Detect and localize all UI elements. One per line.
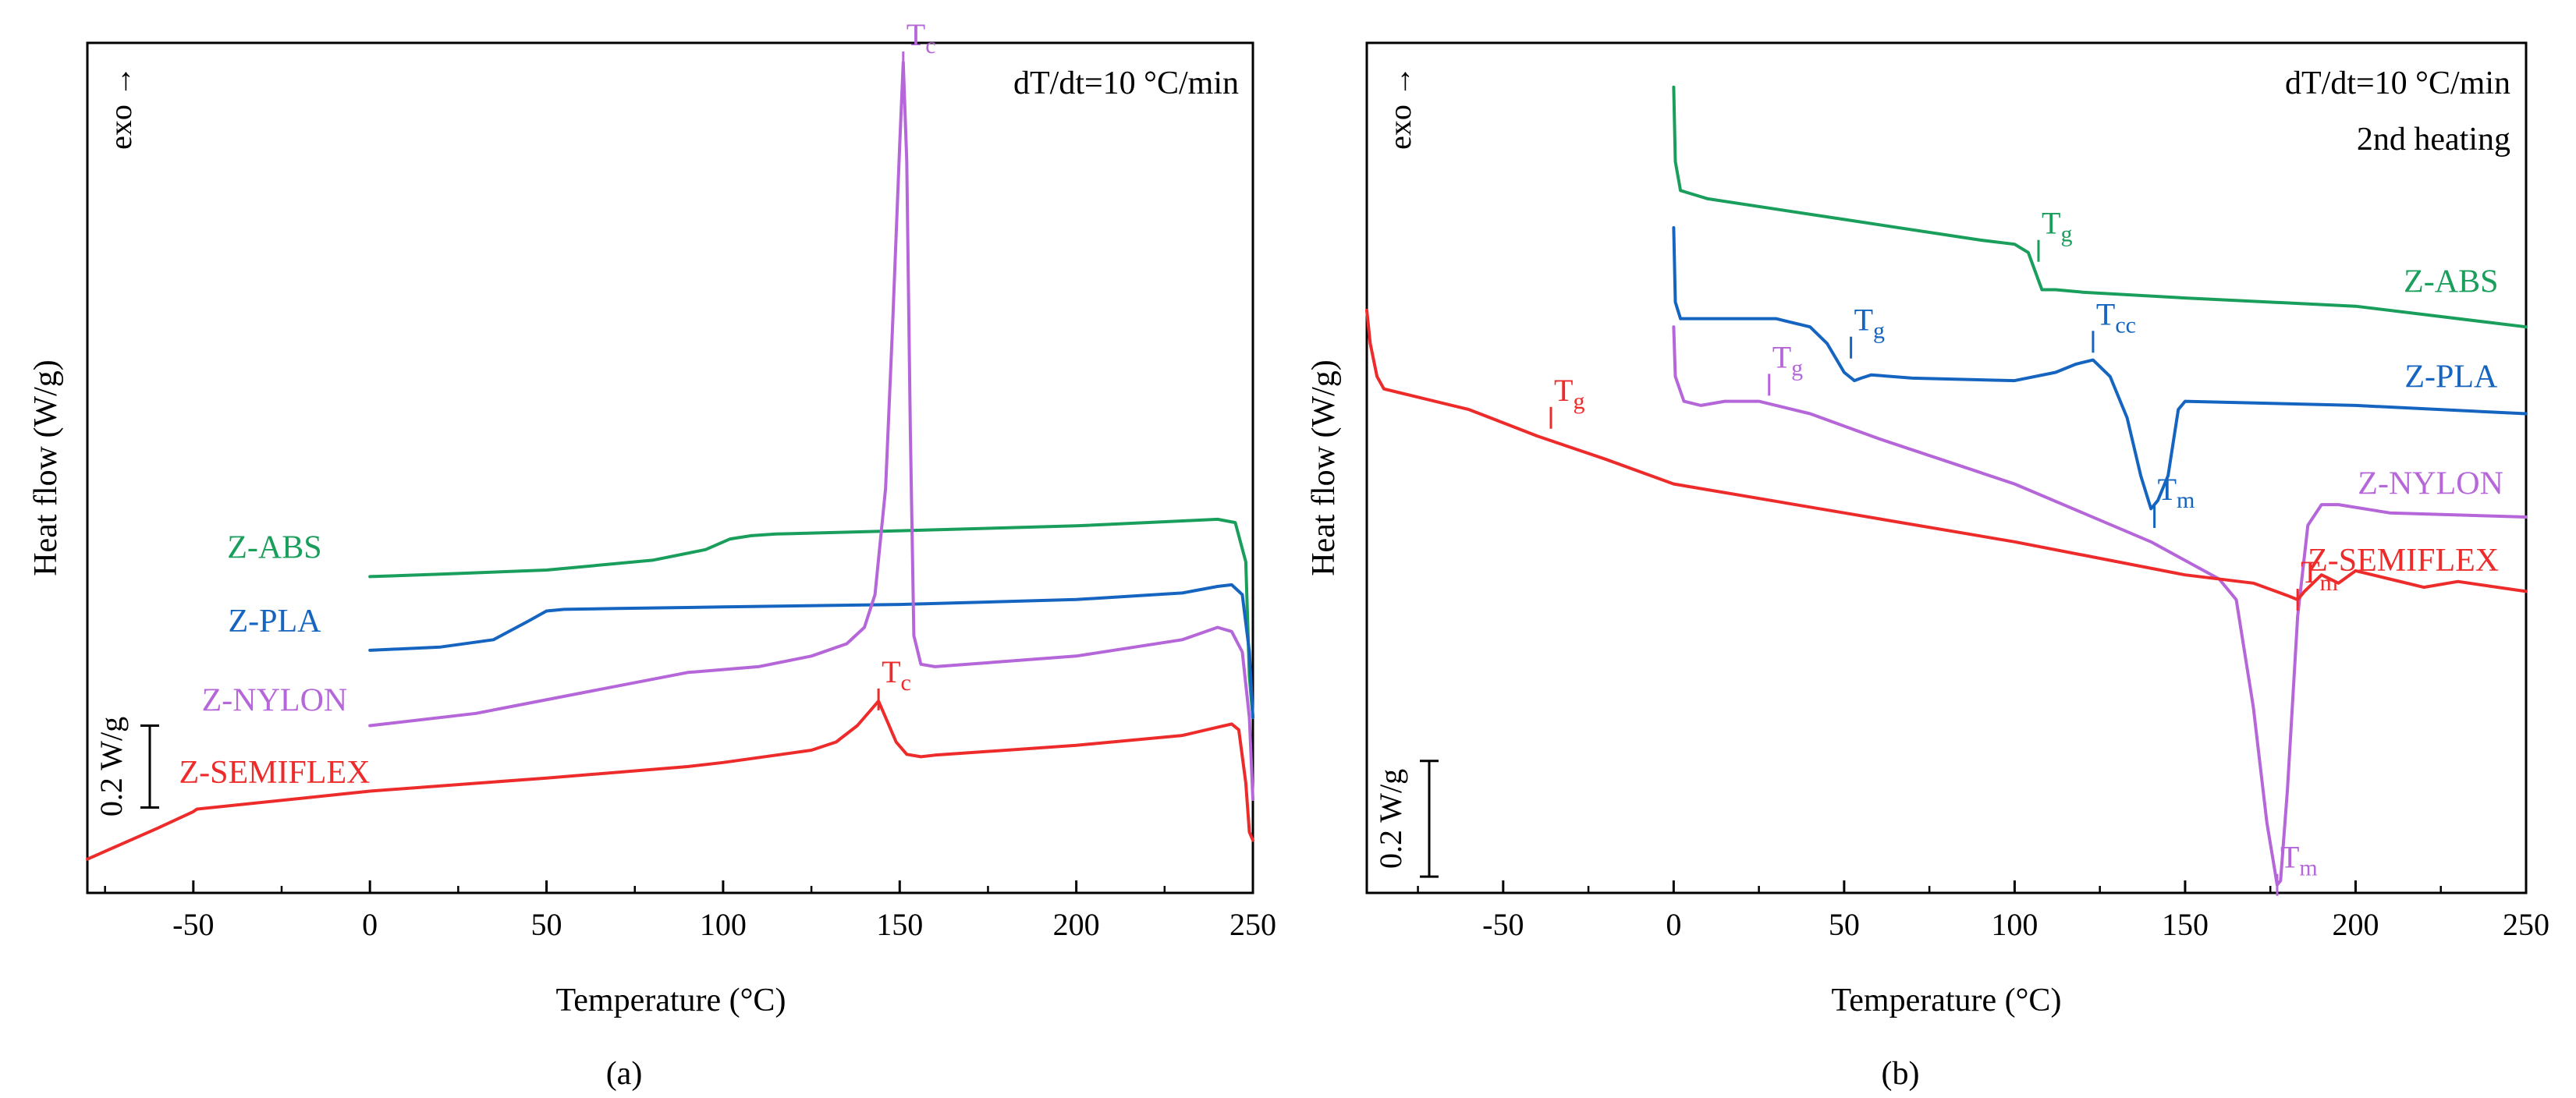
annotation-main: T	[1854, 303, 1873, 338]
series-line-z-nylon	[368, 61, 1254, 801]
annotation-main: T	[907, 17, 925, 52]
panel-b-scale-bar: 0.2 W/g	[1373, 760, 1439, 878]
panel-b-x-ticks: -50 0 50 100 150 200 250	[1417, 880, 2549, 942]
series-line-z-pla	[368, 583, 1254, 719]
series-line-z-abs	[368, 517, 1254, 719]
panel-b-y-axis-label: Heat flow (W/g)	[1306, 360, 1342, 576]
annotation-main: T	[2280, 840, 2299, 875]
x-tick-label: 250	[2503, 907, 2549, 942]
x-tick-label: -50	[1482, 907, 1524, 942]
series-label-z-abs: Z-ABS	[227, 530, 321, 565]
transition-annotation: Tc	[907, 17, 936, 58]
annotation-main: T	[1772, 339, 1791, 374]
series-label-z-nylon: Z-NYLON	[202, 683, 348, 719]
panel-b-heating-label: 2nd heating	[2357, 122, 2510, 158]
panel-b-scale-bar-label: 0.2 W/g	[1373, 769, 1408, 869]
panel-a-panel-label: (a)	[606, 1056, 643, 1092]
annotation-subscript: c	[901, 670, 911, 696]
panel-a-exo-label: exo →	[103, 66, 138, 150]
annotation-subscript: g	[1573, 388, 1584, 414]
annotation-main: T	[2301, 554, 2319, 590]
series-label-z-semiflex: Z-SEMIFLEX	[179, 755, 370, 791]
panel-b: -50 0 50 100 150 200 250 Z-ABS Z-PLA Z-NYLON Z-SE…	[1306, 41, 2549, 1092]
panel-a: -50 0 50 100 150 200 250 Z-ABS Z-PLA Z-NYLON Z-SE…	[28, 17, 1276, 1092]
series-label-z-pla: Z-PLA	[228, 604, 321, 639]
series-line-z-abs	[1672, 85, 2528, 329]
annotation-main: T	[882, 654, 900, 689]
panel-b-x-axis-label: Temperature (°C)	[1832, 983, 2062, 1018]
panel-a-frame	[86, 41, 1254, 894]
transition-annotation: Tg	[2042, 206, 2072, 247]
panel-a-x-ticks: -50 0 50 100 150 200 250	[104, 880, 1276, 942]
annotation-subscript: c	[925, 33, 935, 58]
series-label-z-abs: Z-ABS	[2404, 264, 2498, 300]
x-tick-label: 0	[362, 907, 378, 942]
x-tick-label: 150	[876, 907, 923, 942]
panel-a-y-axis-label: Heat flow (W/g)	[28, 360, 64, 576]
panel-b-series: Z-ABS Z-PLA Z-NYLON Z-SEMIFLEX	[1365, 85, 2528, 887]
x-tick-label: 200	[1053, 907, 1100, 942]
transition-annotation: Tcc	[2096, 296, 2136, 338]
transition-annotation: Tg	[1854, 303, 1885, 344]
x-tick-label: 50	[1829, 907, 1860, 942]
annotation-subscript: m	[2177, 487, 2195, 513]
x-tick-label: 100	[700, 907, 747, 942]
panel-a-series: Z-ABS Z-PLA Z-NYLON Z-SEMIFLEX	[86, 61, 1254, 861]
x-tick-label: 250	[1229, 907, 1276, 942]
panel-a-scale-bar-label: 0.2 W/g	[94, 717, 129, 816]
annotation-subscript: m	[2320, 570, 2338, 596]
panel-b-exo-label: exo →	[1382, 66, 1418, 150]
series-line-z-semiflex	[1365, 309, 2528, 601]
annotation-main: T	[2096, 296, 2115, 331]
panel-a-x-axis-label: Temperature (°C)	[556, 983, 786, 1018]
annotation-subscript: g	[2060, 221, 2072, 247]
x-tick-label: -50	[172, 907, 214, 942]
annotation-main: T	[2158, 472, 2177, 507]
panel-a-rate-label: dT/dt=10 °C/min	[1013, 66, 1239, 101]
x-tick-label: 50	[531, 907, 562, 942]
x-tick-label: 0	[1666, 907, 1681, 942]
series-label-z-nylon: Z-NYLON	[2358, 466, 2503, 501]
transition-annotation: Tm	[2158, 472, 2195, 513]
series-line-z-nylon	[1672, 325, 2528, 887]
annotation-subscript: cc	[2115, 312, 2136, 338]
x-tick-label: 100	[1991, 907, 2038, 942]
panel-b-frame	[1365, 41, 2528, 894]
annotation-subscript: g	[1873, 318, 1885, 344]
series-line-z-semiflex	[86, 700, 1254, 861]
panel-b-panel-label: (b)	[1882, 1056, 1920, 1092]
series-label-z-pla: Z-PLA	[2404, 360, 2498, 395]
transition-annotation: Tg	[1554, 373, 1584, 414]
annotation-subscript: g	[1791, 355, 1803, 381]
transition-annotation: Tg	[1772, 339, 1803, 381]
annotation-main: T	[2042, 206, 2060, 241]
x-tick-label: 200	[2332, 907, 2379, 942]
transition-annotation: Tm	[2280, 840, 2318, 881]
series-line-z-pla	[1672, 226, 2528, 511]
annotation-main: T	[1554, 373, 1573, 408]
transition-annotation: Tm	[2301, 554, 2338, 596]
panel-b-rate-label: dT/dt=10 °C/min	[2285, 66, 2510, 101]
series-label-z-semiflex: Z-SEMIFLEX	[2308, 543, 2499, 579]
x-tick-label: 150	[2162, 907, 2209, 942]
annotation-subscript: m	[2299, 855, 2317, 881]
panel-a-scale-bar: 0.2 W/g	[94, 717, 159, 816]
transition-annotation: Tc	[882, 654, 911, 696]
